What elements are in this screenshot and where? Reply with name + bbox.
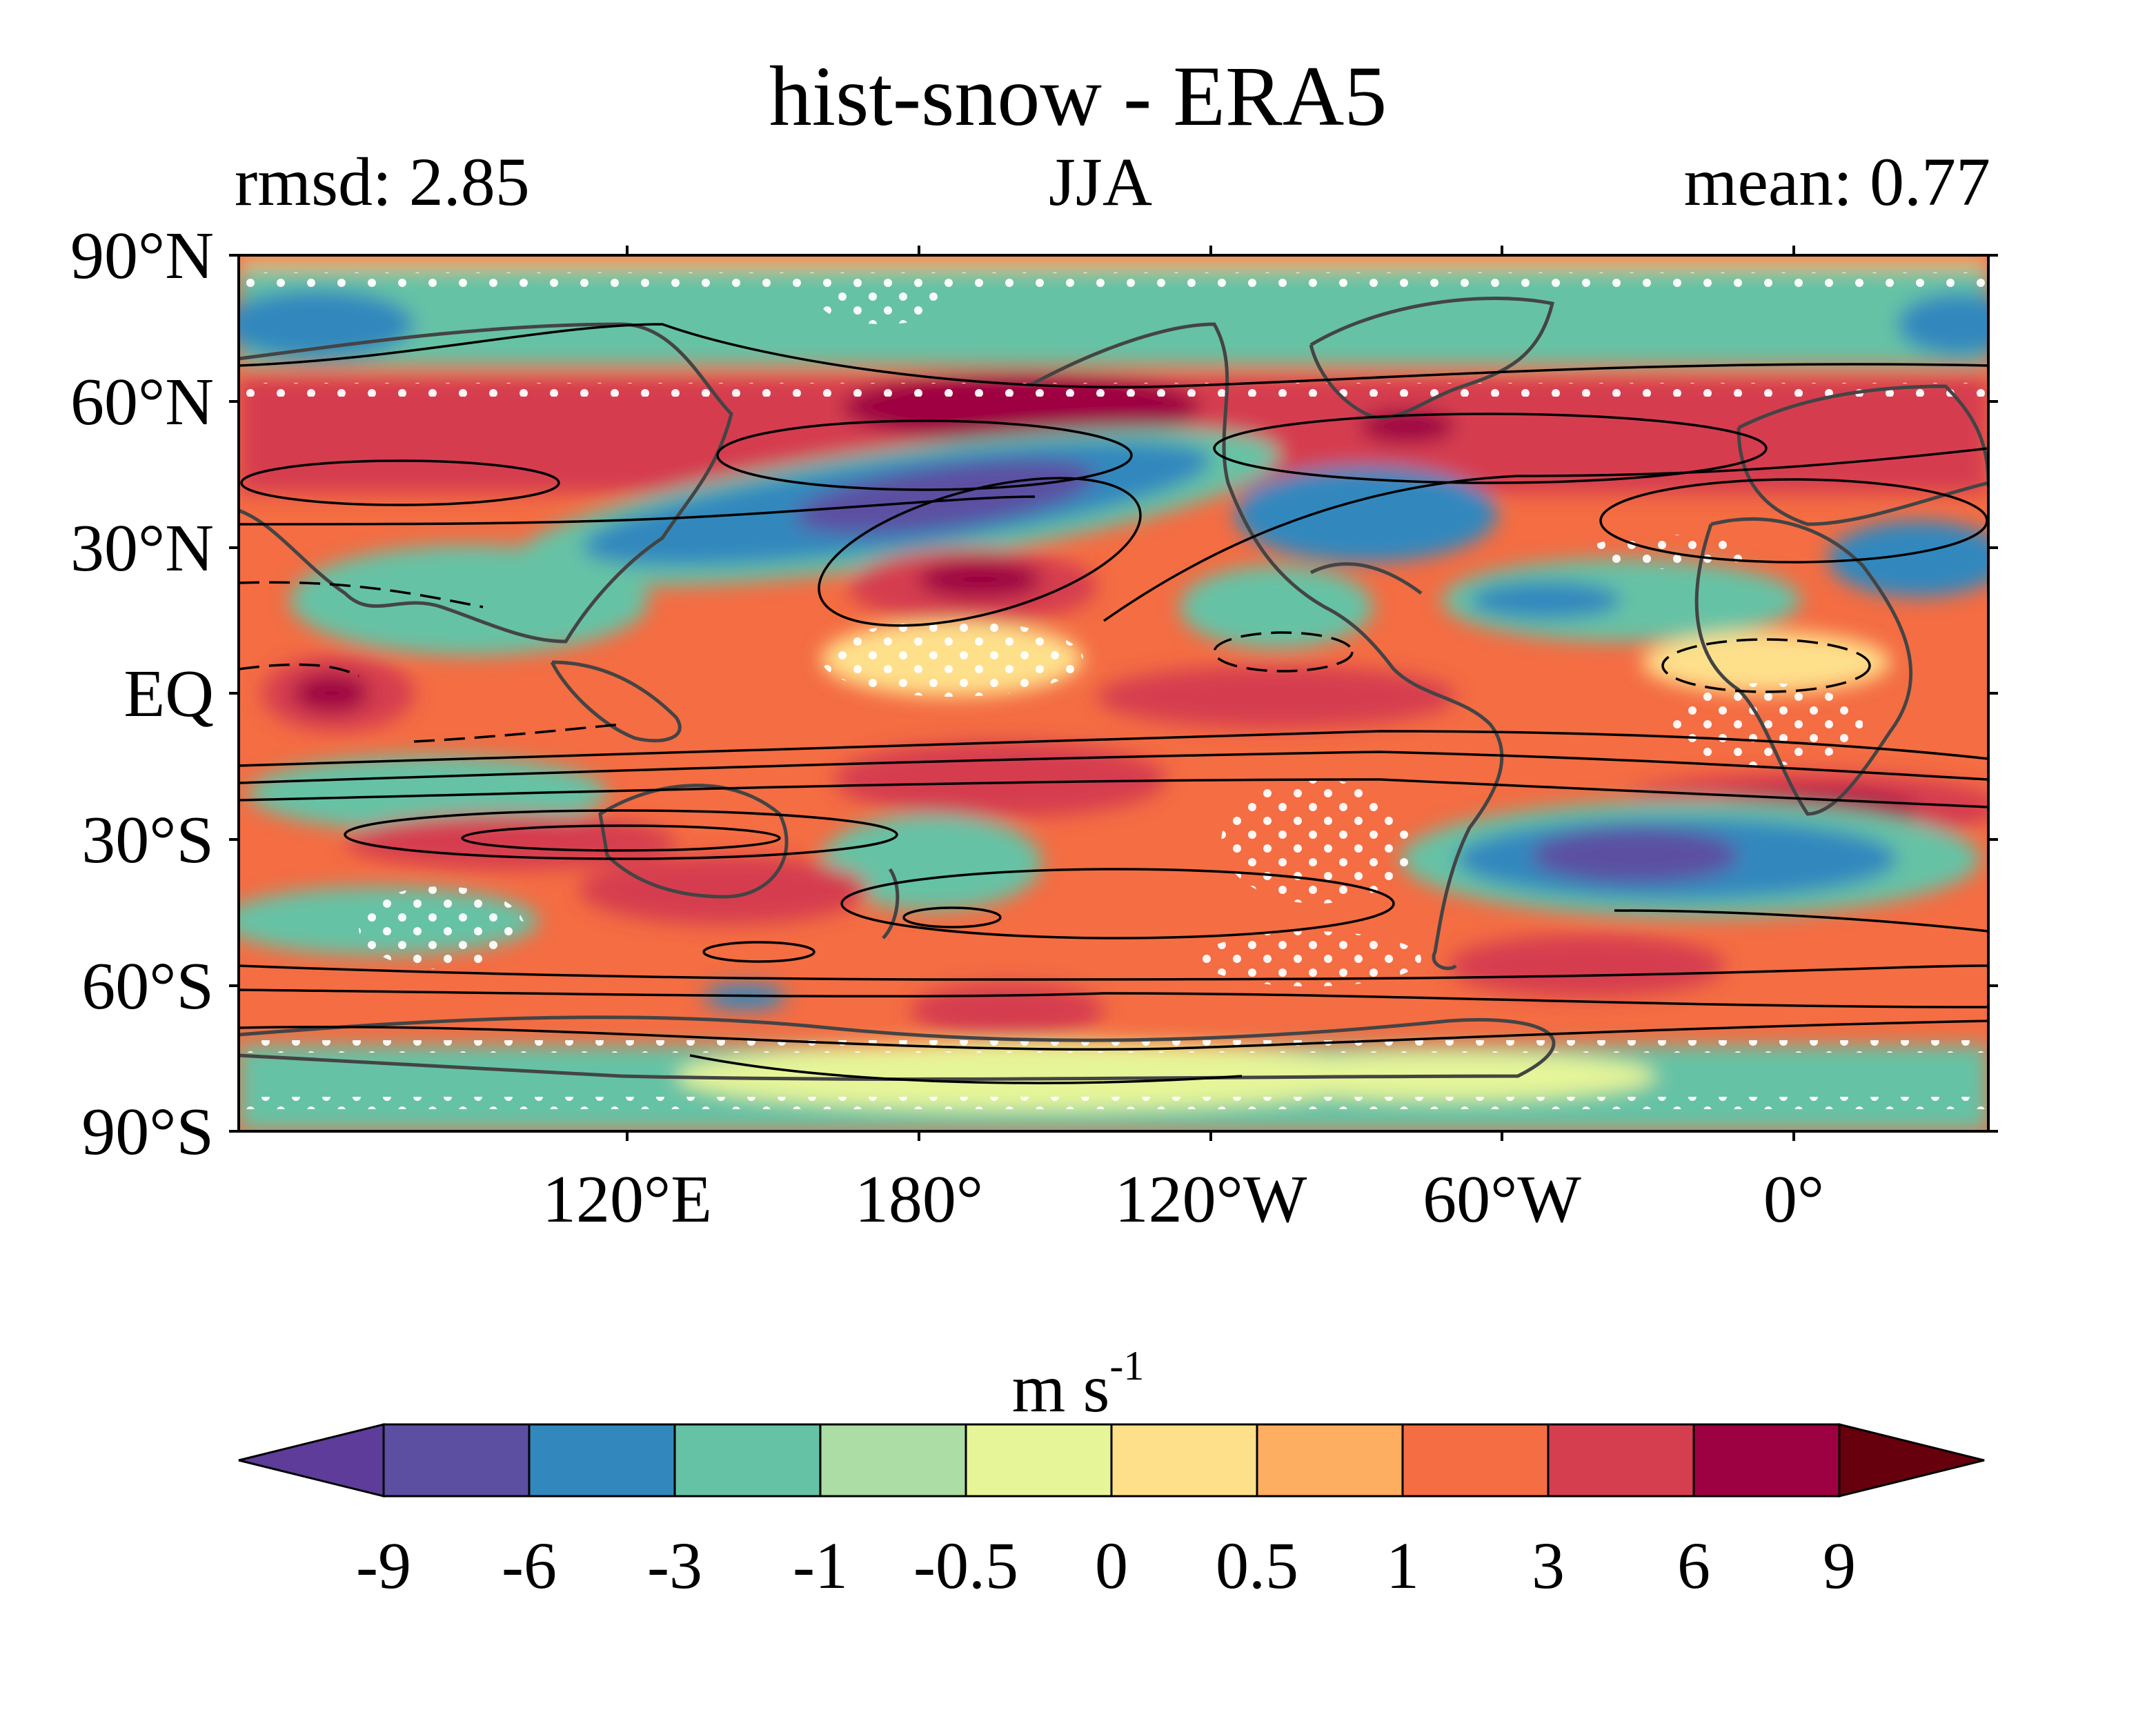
season-label: JJA [1049,143,1153,220]
colorbar-bin [1692,1423,1841,1498]
colorbar-units-label: m s-1 [0,1345,2156,1423]
x-tick-label: 120°E [542,1162,713,1237]
colorbar-extend-high [1838,1423,1985,1498]
colorbar-bin [1547,1423,1695,1498]
colorbar-tick-label: 0 [1095,1529,1128,1602]
x-tick-label: 120°W [1114,1162,1307,1237]
colorbar-bin [1256,1423,1404,1498]
mean-label: mean: 0.77 [1683,143,1990,220]
rmsd-label: rmsd: 2.85 [235,143,530,220]
colorbar-bin [382,1423,531,1498]
colorbar-tick-label: 6 [1677,1529,1710,1602]
climatology-contours [239,323,1988,1084]
colorbar-tick-label: -6 [502,1529,557,1602]
colorbar-tick-label: 1 [1386,1529,1419,1602]
colorbar [238,1423,1985,1498]
colorbar-tick-label: -0.5 [913,1529,1018,1602]
x-tick-label: 0° [1763,1162,1825,1237]
colorbar-bin [965,1423,1113,1498]
colorbar-bin [528,1423,676,1498]
colorbar-bin [673,1423,822,1498]
colorbar-tick-label: 3 [1532,1529,1565,1602]
colorbar-extend-low [238,1423,385,1498]
y-tick-label: 90°S [81,1095,214,1169]
field-layer [239,255,1988,1131]
map-title: hist-snow - ERA5 [769,49,1387,143]
colorbar-bin [819,1423,967,1498]
colorbar-tick-label: 9 [1823,1529,1856,1602]
colorbar-tick-label: -9 [356,1529,411,1602]
y-tick-label: 60°N [70,365,214,439]
y-tick-label: 30°S [81,803,214,877]
colorbar-units-exponent: -1 [1109,1343,1145,1389]
colorbar-tick-label: -3 [647,1529,702,1602]
y-tick-label: EQ [123,657,214,731]
x-ticks [626,246,1795,1141]
y-ticks [229,254,1998,1133]
colorbar-tick-label: 0.5 [1216,1529,1298,1602]
y-tick-label: 90°N [70,219,214,293]
colorbar-bin [1401,1423,1550,1498]
x-tick-label: 60°W [1423,1162,1581,1237]
negative-contours [239,581,1871,743]
x-tick-label: 180° [854,1162,984,1237]
coastlines [239,297,1988,1081]
y-tick-label: 30°N [70,511,214,586]
colorbar-bin [1110,1423,1258,1498]
y-tick-label: 60°S [81,949,214,1024]
colorbar-tick-label: -1 [793,1529,848,1602]
colorbar-units-text: m s [1011,1350,1110,1426]
